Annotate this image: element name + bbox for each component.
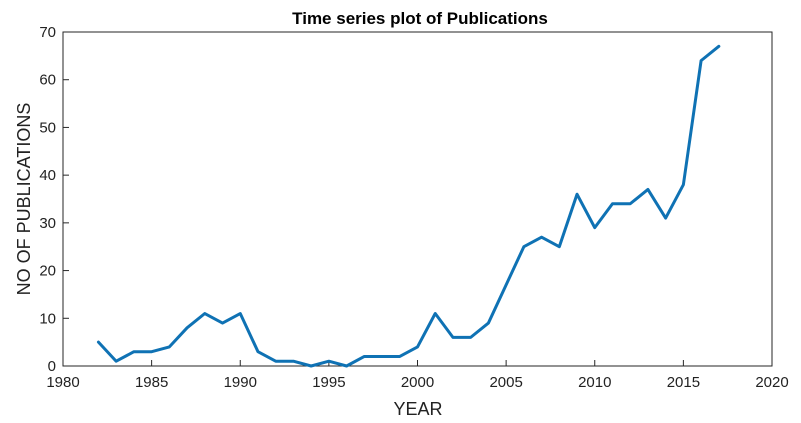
y-tick-label: 30	[39, 215, 56, 232]
y-axis-label: NO OF PUBLICATIONS	[14, 103, 34, 296]
x-axis-ticks: 1980 1985 1990 1995 2000 2005 2010 2015 2020	[46, 360, 789, 391]
chart-title: Time series plot of Publications	[292, 9, 548, 28]
y-tick-label: 20	[39, 263, 56, 280]
plot-area: 1980 1985 1990 1995 2000 2005 2010 2015 2020 0 10…	[39, 24, 788, 391]
y-tick-label: 70	[39, 24, 56, 41]
plot-frame	[62, 31, 773, 367]
series-line	[96, 44, 721, 368]
y-axis-ticks: 0 10 20 30 40 50 60 70	[39, 24, 69, 375]
x-tick-label: 2020	[755, 374, 788, 391]
x-tick-label: 2000	[401, 374, 434, 391]
y-tick-label: 40	[39, 167, 56, 184]
x-tick-label: 2005	[489, 374, 522, 391]
x-tick-label: 1995	[312, 374, 345, 391]
x-tick-label: 1990	[224, 374, 257, 391]
x-tick-label: 1985	[135, 374, 168, 391]
x-axis-label: YEAR	[393, 399, 442, 419]
y-tick-label: 50	[39, 119, 56, 136]
x-tick-label: 2010	[578, 374, 611, 391]
y-tick-label: 10	[39, 310, 56, 327]
x-tick-label: 1980	[46, 374, 79, 391]
y-tick-label: 60	[39, 72, 56, 89]
x-tick-label: 2015	[667, 374, 700, 391]
y-tick-label: 0	[48, 358, 56, 375]
